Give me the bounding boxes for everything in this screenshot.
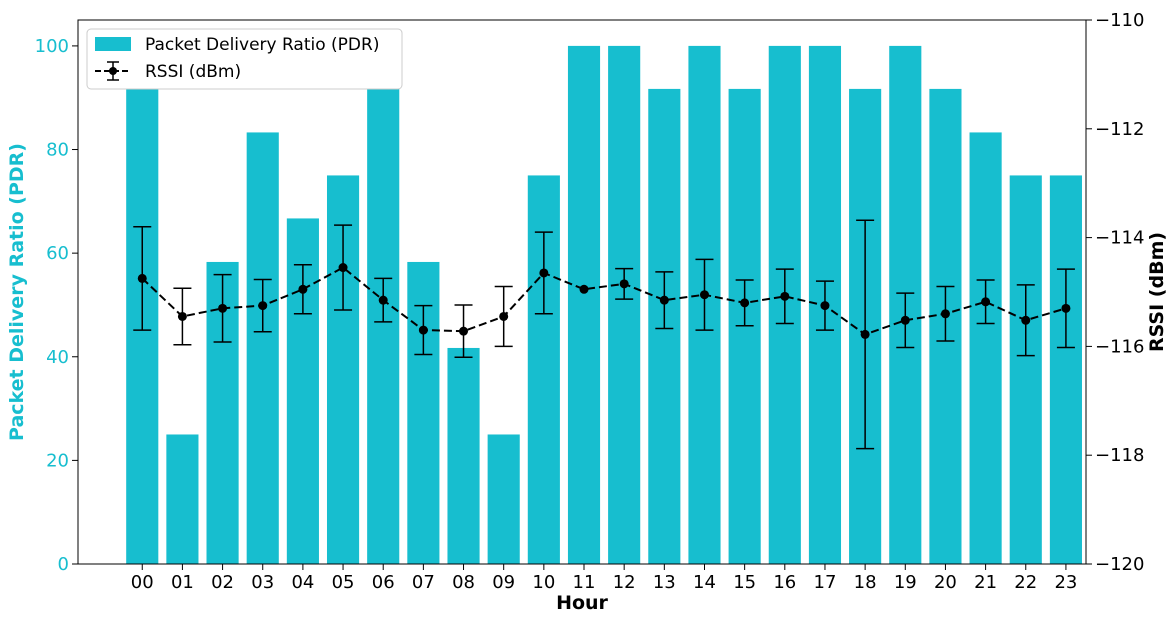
- x-tick-label: 12: [613, 572, 636, 593]
- pdr-bars: [126, 45, 1082, 564]
- left-tick-label: 0: [58, 554, 69, 575]
- pdr-bar-11: [567, 45, 601, 564]
- legend-rssi-swatch: [95, 61, 131, 81]
- x-tick-label: 17: [814, 572, 837, 593]
- rssi-point-11: [579, 284, 589, 294]
- x-tick-label: 02: [211, 572, 234, 593]
- x-tick-label: 21: [974, 572, 997, 593]
- x-tick-label: 15: [733, 572, 756, 593]
- rssi-point-09: [499, 311, 509, 321]
- rssi-point-15: [740, 298, 750, 308]
- right-tick-label: −116: [1095, 336, 1144, 357]
- pdr-bar-01: [166, 434, 199, 564]
- x-tick-label: 08: [452, 572, 475, 593]
- x-tick-label: 06: [372, 572, 395, 593]
- pdr-bar-22: [1009, 175, 1042, 564]
- x-tick-label: 00: [131, 572, 154, 593]
- x-tick-label: 13: [653, 572, 676, 593]
- x-tick-label: 16: [773, 572, 796, 593]
- x-tick-label: 14: [693, 572, 716, 593]
- x-tick-label: 07: [412, 572, 435, 593]
- legend-pdr-swatch: [95, 37, 131, 51]
- rssi-point-23: [1061, 303, 1071, 313]
- x-tick-label: 19: [894, 572, 917, 593]
- rssi-point-20: [940, 309, 950, 319]
- rssi-point-19: [900, 315, 910, 325]
- rssi-point-00: [137, 273, 147, 283]
- rssi-point-07: [418, 325, 428, 335]
- right-tick-label: −120: [1095, 554, 1144, 575]
- right-tick-label: −118: [1095, 445, 1144, 466]
- rssi-point-22: [1021, 315, 1031, 325]
- rssi-point-03: [258, 301, 268, 311]
- x-tick-label: 20: [934, 572, 957, 593]
- x-tick-label: 10: [532, 572, 555, 593]
- legend: Packet Delivery Ratio (PDR) RSSI (dBm): [86, 28, 403, 90]
- left-tick-label: 100: [35, 36, 69, 57]
- rssi-point-17: [820, 301, 830, 311]
- rssi-point-13: [659, 295, 669, 305]
- rssi-series: [133, 219, 1075, 450]
- x-tick-label: 04: [291, 572, 314, 593]
- x-tick-label: 22: [1014, 572, 1037, 593]
- rssi-point-18: [860, 329, 870, 339]
- x-tick-label: 03: [251, 572, 274, 593]
- rssi-point-04: [298, 284, 308, 294]
- right-axis-ticks: −120 −118 −116 −114 −112 −110: [1086, 10, 1144, 575]
- x-tick-label: 05: [332, 572, 355, 593]
- left-axis-ticks: 0 20 40 60 80 100: [35, 36, 78, 575]
- pdr-bar-06: [367, 88, 400, 564]
- legend-box: [86, 28, 403, 90]
- x-tick-label: 01: [171, 572, 194, 593]
- rssi-point-21: [981, 297, 991, 307]
- pdr-bar-12: [608, 45, 641, 564]
- legend-pdr-label: Packet Delivery Ratio (PDR): [145, 35, 379, 55]
- right-tick-label: −114: [1095, 228, 1144, 249]
- rssi-point-14: [699, 290, 709, 300]
- left-axis-title: Packet Delivery Ratio (PDR): [6, 143, 28, 441]
- x-tick-label: 11: [573, 572, 596, 593]
- plot-frame: [77, 19, 1087, 565]
- pdr-bar-21: [969, 132, 1002, 564]
- right-axis-title: RSSI (dBm): [1146, 232, 1168, 352]
- rssi-point-12: [619, 279, 629, 289]
- rssi-point-02: [218, 303, 228, 313]
- pdr-bar-08: [447, 347, 480, 564]
- rssi-point-05: [338, 263, 348, 273]
- left-tick-label: 60: [46, 243, 69, 264]
- x-tick-label: 18: [854, 572, 877, 593]
- right-tick-label: −112: [1095, 119, 1144, 140]
- x-axis-title: Hour: [556, 592, 608, 614]
- rssi-point-06: [378, 295, 388, 305]
- rssi-line: [141, 266, 1067, 336]
- rssi-point-01: [177, 311, 187, 321]
- rssi-point-08: [459, 326, 469, 336]
- x-tick-label: 09: [492, 572, 515, 593]
- left-tick-label: 40: [46, 347, 69, 368]
- x-tick-label: 23: [1054, 572, 1077, 593]
- x-axis-ticks: 00 01 02 03 04 05 06 07 08 09 10 11 12 13 14 15 16 17 18 19…: [131, 564, 1077, 593]
- rssi-point-10: [539, 268, 549, 278]
- pdr-bar-03: [246, 132, 279, 564]
- pdr-bar-23: [1049, 175, 1082, 564]
- left-tick-label: 80: [46, 140, 69, 161]
- rssi-point-16: [780, 291, 790, 301]
- left-tick-label: 20: [46, 450, 69, 471]
- right-tick-label: −110: [1095, 10, 1144, 31]
- pdr-bar-09: [487, 434, 520, 564]
- legend-rssi-label: RSSI (dBm): [145, 62, 241, 82]
